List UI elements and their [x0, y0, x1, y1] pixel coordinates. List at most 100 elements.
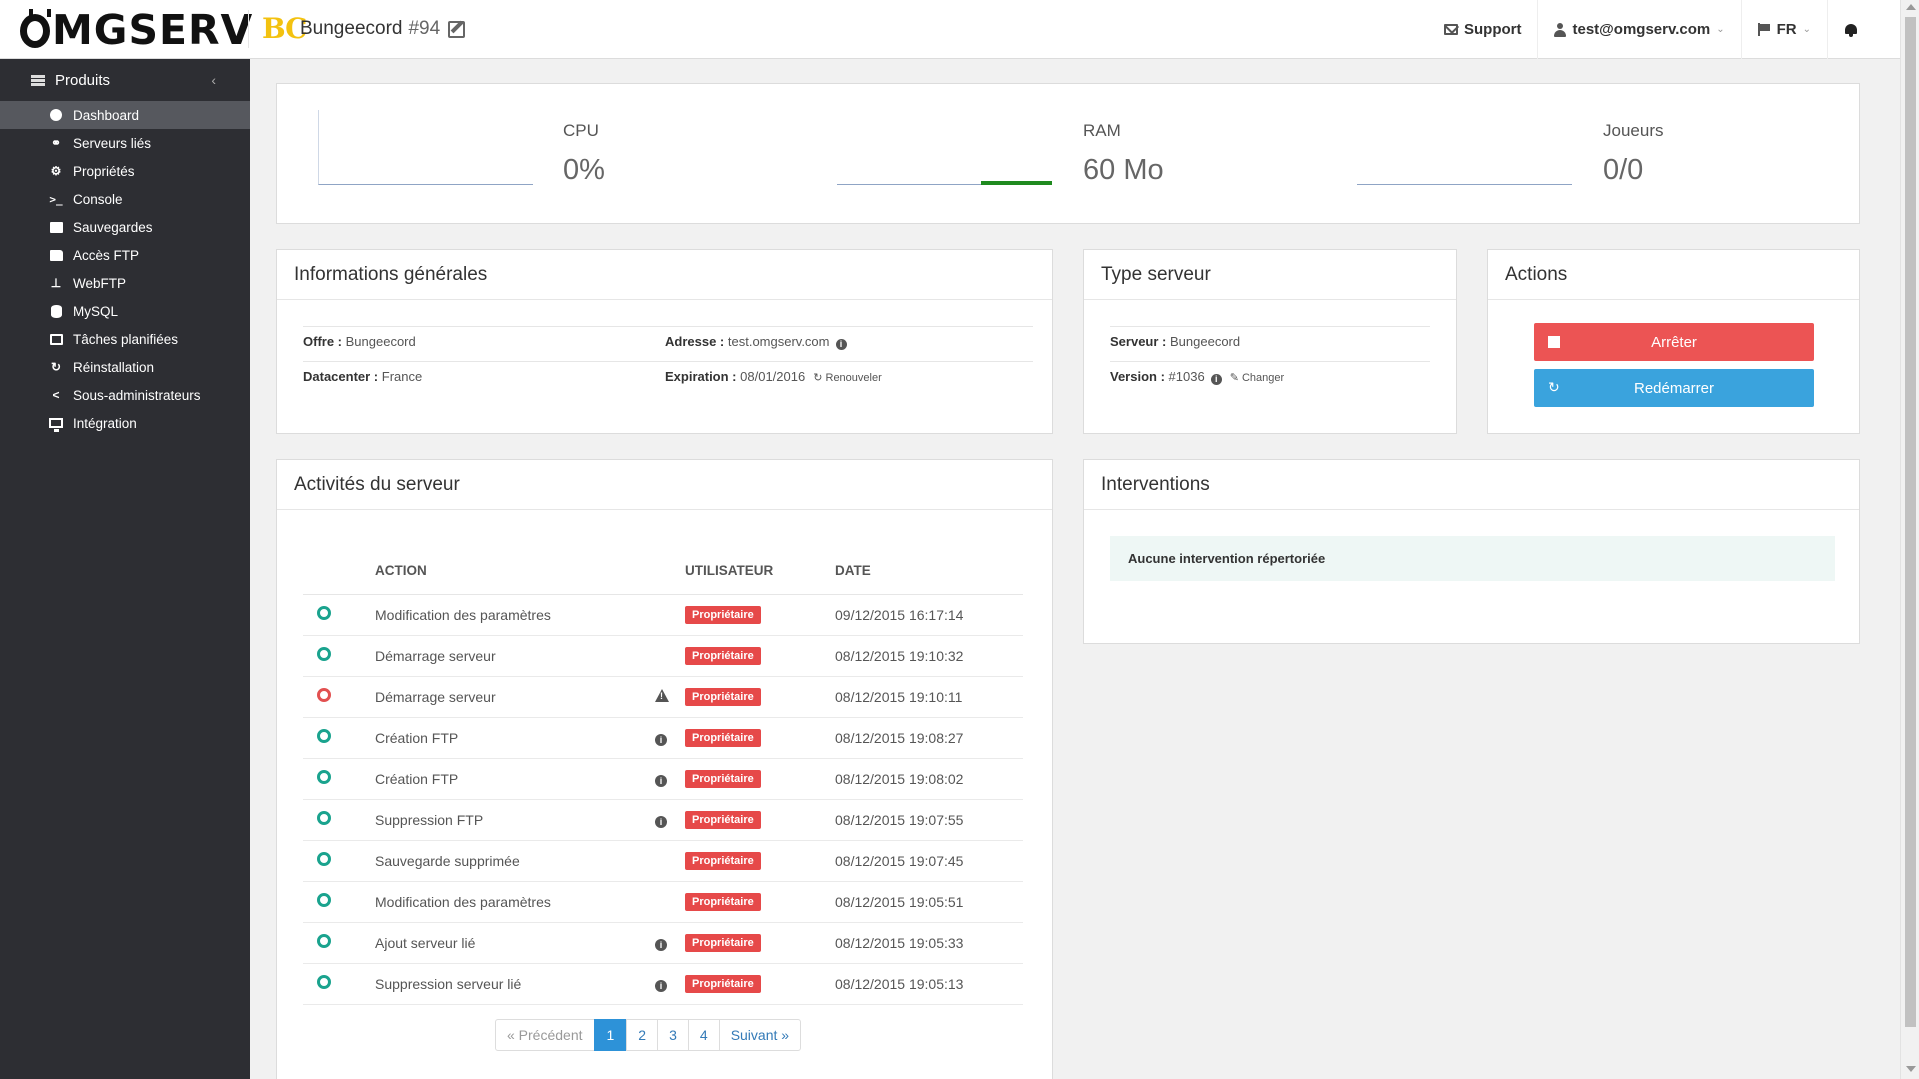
address-row: Adresse : test.omgserv.com i [665, 334, 847, 350]
status-cell [303, 758, 375, 800]
sidebar-item-webftp[interactable]: ⊥ WebFTP [0, 269, 250, 297]
page-2-button[interactable]: 2 [626, 1019, 659, 1051]
status-cell [303, 717, 375, 759]
table-row: Démarrage serveur Propriétaire 08/12/2015 … [303, 635, 1023, 677]
panel-title: Interventions [1084, 460, 1859, 510]
offer-value: Bungeecord [345, 334, 416, 349]
pagination: « Précédent 1 2 3 4 Suivant » [495, 1019, 802, 1051]
sidebar-item-properties[interactable]: ⚙ Propriétés [0, 157, 250, 185]
stop-button[interactable]: Arrêter [1534, 323, 1814, 361]
user-menu[interactable]: test@omgserv.com ⌄ [1537, 0, 1740, 59]
edit-icon: ✎ [1229, 372, 1239, 384]
status-cell [303, 922, 375, 964]
next-page-button[interactable]: Suivant » [718, 1019, 802, 1051]
cpu-value: 0% [563, 154, 605, 186]
date-cell: 09/12/2015 16:17:14 [835, 594, 1023, 636]
scroll-thumb[interactable] [1905, 17, 1916, 1027]
scroll-up-arrow[interactable] [1906, 4, 1916, 10]
action-cell: Démarrage serveur [375, 676, 655, 718]
players-label: Joueurs [1603, 121, 1664, 140]
cpu-label: CPU [563, 121, 599, 140]
sidebar-item-console[interactable]: >_ Console [0, 185, 250, 213]
panel-title: Activités du serveur [277, 460, 1052, 510]
sidebar-item-label: Tâches planifiées [73, 331, 179, 347]
sidebar-item-dashboard[interactable]: Dashboard [0, 101, 250, 129]
products-icon [31, 74, 45, 86]
datacenter-value: France [381, 369, 423, 384]
icon-column-header [655, 548, 685, 595]
sidebar-header[interactable]: Produits ‹ [0, 59, 250, 101]
action-cell: Modification des paramètres [375, 594, 655, 636]
omgserv-logo[interactable]: MGSERV [20, 6, 254, 54]
status-cell [303, 676, 375, 718]
divider [1110, 361, 1430, 362]
sidebar-item-ftp[interactable]: Accès FTP [0, 241, 250, 269]
page-1-button[interactable]: 1 [593, 1019, 628, 1051]
edit-icon[interactable] [448, 20, 466, 38]
user-badge: Propriétaire [685, 975, 761, 993]
server-type-panel: Type serveur Serveur : Bungeecord Versio… [1083, 249, 1457, 434]
language-menu[interactable]: FR ⌄ [1740, 0, 1827, 59]
renew-link[interactable]: ↻ Renouveler [813, 372, 882, 384]
scroll-down-arrow[interactable] [1906, 1066, 1916, 1072]
table-row: Création FTP i Propriétaire 08/12/2015 19:0… [303, 717, 1023, 759]
status-ok-icon [317, 729, 331, 743]
no-interventions-text: Aucune intervention répertoriée [1128, 551, 1326, 566]
info-icon[interactable]: i [835, 339, 847, 350]
info-icon[interactable]: i [1210, 374, 1222, 385]
status-column-header [303, 548, 375, 595]
info-icon[interactable]: i [655, 938, 667, 951]
sidebar-item-scheduled-tasks[interactable]: Tâches planifiées [0, 325, 250, 353]
notifications-button[interactable] [1827, 0, 1874, 59]
action-column-header: ACTION [375, 548, 655, 595]
status-ok-icon [317, 934, 331, 948]
offer-label: Offre : [303, 334, 342, 349]
icon-cell: i [655, 799, 685, 841]
expiration-label: Expiration : [665, 369, 737, 384]
status-cell [303, 635, 375, 677]
action-cell: Suppression serveur lié [375, 963, 655, 1005]
page-4-button[interactable]: 4 [687, 1019, 720, 1051]
info-icon[interactable]: i [655, 979, 667, 992]
server-number: #94 [408, 18, 441, 39]
sidebar-item-backups[interactable]: Sauvegardes [0, 213, 250, 241]
table-row: Suppression serveur lié i Propriétaire 08/1… [303, 963, 1023, 1005]
status-error-icon [317, 688, 331, 702]
players-value: 0/0 [1603, 154, 1644, 186]
restart-button[interactable]: ↻ Redémarrer [1534, 369, 1814, 407]
server-label: Serveur : [1110, 334, 1167, 349]
support-link[interactable]: Support [1428, 0, 1538, 59]
info-icon[interactable]: i [655, 733, 667, 746]
sidebar: Produits ‹ Dashboard ⚭ Serveurs liés ⚙ Pro… [0, 59, 250, 1079]
previous-page-button[interactable]: « Précédent [495, 1019, 595, 1051]
support-label: Support [1463, 21, 1522, 38]
sidebar-item-reinstall[interactable]: ↻ Réinstallation [0, 353, 250, 381]
sidebar-item-label: Propriétés [73, 163, 135, 179]
sidebar-item-linked-servers[interactable]: ⚭ Serveurs liés [0, 129, 250, 157]
sidebar-item-sub-admins[interactable]: < Sous-administrateurs [0, 381, 250, 409]
header-divider [248, 10, 249, 48]
activities-panel: Activités du serveur ACTION UTILISATEUR … [276, 459, 1053, 1079]
logo-o-icon [20, 9, 51, 48]
ram-sparkline-fill [981, 181, 1052, 185]
table-header-row: ACTION UTILISATEUR DATE [303, 548, 1023, 595]
page-3-button[interactable]: 3 [657, 1019, 689, 1051]
chevron-left-icon[interactable]: ‹ [211, 72, 216, 88]
status-ok-icon [317, 811, 331, 825]
change-version-link[interactable]: ✎ Changer [1230, 372, 1284, 384]
icon-cell: i [655, 922, 685, 964]
status-cell [303, 594, 375, 636]
table-row: Ajout serveur lié i Propriétaire 08/12/2015… [303, 922, 1023, 964]
players-sparkline [1357, 110, 1572, 185]
info-icon[interactable]: i [655, 774, 667, 787]
warning-icon[interactable] [655, 688, 669, 702]
logo-text: MGSERV [52, 6, 254, 54]
status-cell [303, 881, 375, 923]
sidebar-item-mysql[interactable]: MySQL [0, 297, 250, 325]
sidebar-item-integration[interactable]: Intégration [0, 409, 250, 437]
ram-label: RAM [1083, 121, 1121, 140]
info-icon[interactable]: i [655, 815, 667, 828]
user-column-header: UTILISATEUR [685, 548, 835, 595]
page-scrollbar[interactable] [1900, 0, 1919, 1079]
link-icon: ⚭ [50, 136, 62, 150]
